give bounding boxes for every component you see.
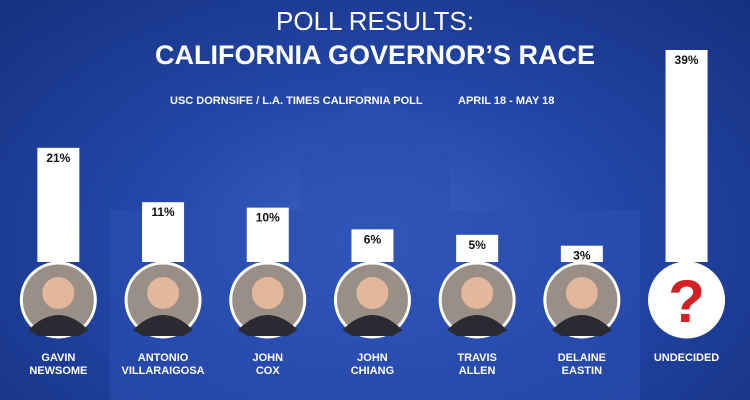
- bar: [351, 229, 394, 262]
- source: USC DORNSIFE / L.A. TIMES CALIFORNIA POL…: [170, 95, 423, 107]
- photo-suit: [447, 315, 508, 336]
- bar: [246, 207, 289, 262]
- bar: [456, 234, 499, 262]
- photo-face: [565, 277, 598, 309]
- value-label: 11%: [151, 205, 175, 219]
- photo-suit: [342, 315, 403, 336]
- photo-face: [251, 277, 284, 309]
- date-range: APRIL 18 - MAY 18: [458, 95, 554, 107]
- bar: [560, 245, 603, 262]
- photo-face: [42, 277, 75, 309]
- candidate-name: UNDECIDED: [653, 352, 720, 364]
- value-label: 39%: [675, 53, 699, 67]
- candidate-photo: [648, 261, 726, 339]
- photo-suit: [551, 315, 612, 336]
- candidate-name: JOHN COX: [252, 352, 284, 377]
- value-label: 6%: [364, 232, 382, 246]
- candidate-name: GAVIN NEWSOME: [29, 352, 88, 377]
- photo-suit: [237, 315, 298, 336]
- photo-suit: [133, 315, 194, 336]
- candidate-name: TRAVIS ALLEN: [457, 352, 497, 377]
- candidate-name: DELAINE EASTIN: [557, 352, 606, 377]
- candidate-name: ANTONIO VILLARAIGOSA: [121, 352, 205, 377]
- value-label: 5%: [468, 238, 486, 252]
- bar: [142, 202, 185, 262]
- photo-face: [356, 277, 389, 309]
- photo-face: [461, 277, 494, 309]
- chart-title: POLL RESULTS:: [276, 6, 474, 36]
- chart-subtitle: CALIFORNIA GOVERNOR’S RACE: [155, 40, 595, 70]
- bar: [37, 147, 80, 262]
- photo-suit: [28, 315, 89, 336]
- photo-face: [147, 277, 180, 309]
- value-label: 3%: [573, 249, 591, 263]
- candidate-name: JOHN CHIANG: [350, 352, 395, 377]
- undecided-icon: ?: [668, 268, 705, 335]
- value-label: 10%: [256, 211, 280, 225]
- bar: [665, 50, 708, 262]
- value-label: 21%: [46, 151, 70, 165]
